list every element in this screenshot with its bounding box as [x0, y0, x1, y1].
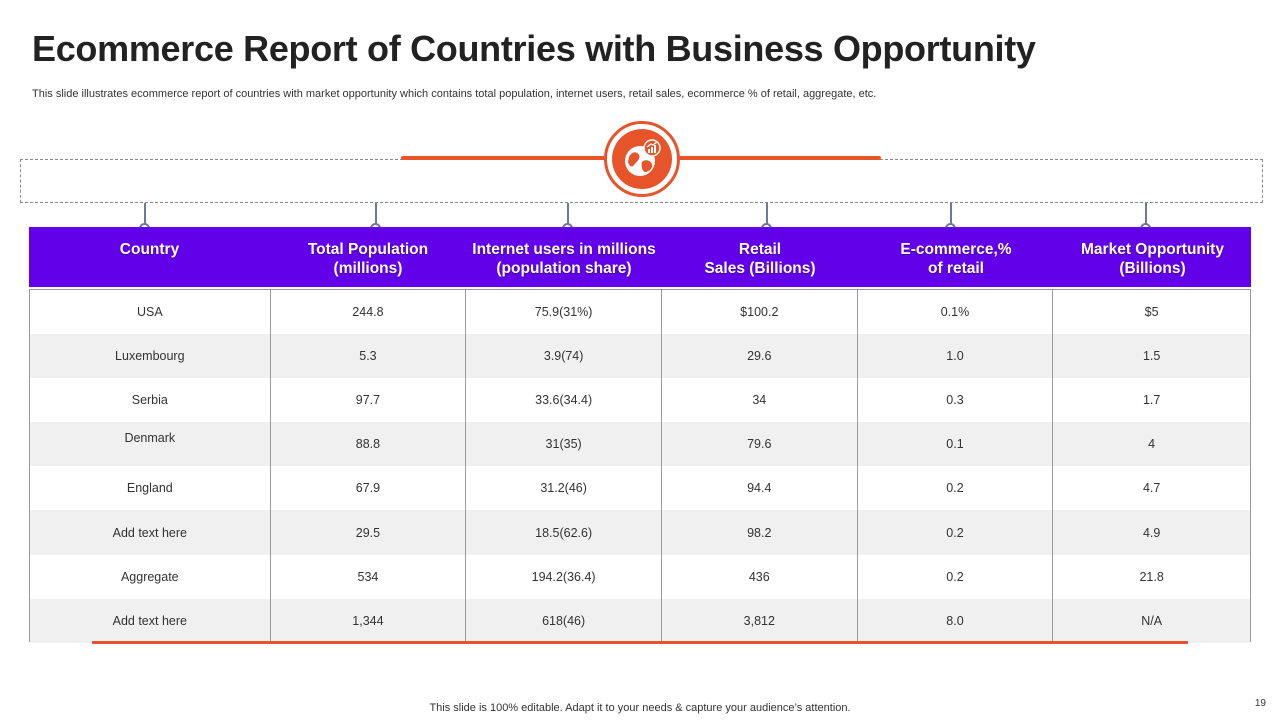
cell-internet-users: 18.5(62.6)	[466, 510, 662, 555]
cell-retail-sales: 3,812	[662, 598, 858, 643]
header-ecommerce-percent: E-commerce,% of retail	[900, 241, 1012, 277]
cell-retail-sales: 34	[662, 378, 858, 423]
table-row: England 67.9 31.2(46) 94.4 0.2 4.7	[30, 466, 1250, 511]
connector-retail	[766, 203, 768, 225]
cell-retail-sales: 94.4	[662, 466, 858, 511]
cell-market-opportunity: 21.8	[1139, 569, 1164, 584]
cell-population: 1,344	[271, 598, 467, 643]
cell-country: Denmark	[30, 422, 271, 467]
table-row: Denmark 88.8 31(35) 79.6 0.1 4	[30, 422, 1250, 467]
cell-ecommerce-percent: 0.3	[858, 378, 1054, 423]
page-number: 19	[1254, 698, 1266, 709]
cell-internet-users: 31(35)	[466, 422, 662, 467]
cell-internet-users: 75.9(31%)	[466, 290, 662, 335]
cell-retail-sales: $100.2	[662, 290, 858, 335]
table-row: Add text here 1,344 618(46) 3,812 8.0 N/…	[30, 598, 1250, 643]
cell-ecommerce-percent: 0.2	[858, 554, 1054, 599]
cell-market-opportunity: 1.5	[1142, 349, 1161, 364]
data-table: USA 244.8 75.9(31%) $100.2 0.1% $5 Luxem…	[29, 289, 1251, 643]
connector-ecommerce	[950, 203, 952, 225]
globe-growth-emblem	[604, 121, 680, 197]
cell-retail-sales: 79.6	[662, 422, 858, 467]
cell-internet-users: 3.9(74)	[466, 334, 662, 379]
slide-title: Ecommerce Report of Countries with Busin…	[32, 28, 1036, 69]
header-retail-sales: Retail Sales (Billions)	[704, 241, 816, 277]
cell-population: 97.7	[271, 378, 467, 423]
cell-retail-sales: 436	[662, 554, 858, 599]
cell-retail-sales: 29.6	[662, 334, 858, 379]
table-row: Aggregate 534 194.2(36.4) 436 0.2 21.8	[30, 554, 1250, 599]
cell-country: Add text here	[30, 598, 271, 643]
cell-market-opportunity: 1.7	[1142, 393, 1161, 408]
cell-population: 29.5	[271, 510, 467, 555]
cell-internet-users: 31.2(46)	[466, 466, 662, 511]
cell-ecommerce-percent: 1.0	[858, 334, 1054, 379]
cell-population: 5.3	[271, 334, 467, 379]
cell-country: Add text here	[30, 510, 271, 555]
connector-country	[144, 203, 146, 225]
cell-market-opportunity: N/A	[1141, 613, 1163, 628]
cell-country: England	[30, 466, 271, 511]
cell-country: Aggregate	[30, 554, 271, 599]
cell-market-opportunity: $5	[1144, 305, 1159, 320]
connector-population	[375, 203, 377, 225]
cell-population: 67.9	[271, 466, 467, 511]
cell-ecommerce-percent: 0.2	[858, 466, 1054, 511]
cell-market-opportunity: 4	[1148, 437, 1156, 452]
cell-internet-users: 194.2(36.4)	[466, 554, 662, 599]
cell-country: Luxembourg	[30, 334, 271, 379]
accent-line-bottom	[92, 641, 1188, 644]
cell-ecommerce-percent: 0.1	[858, 422, 1054, 467]
header-country: Country	[119, 241, 180, 258]
cell-market-opportunity: 4.9	[1142, 525, 1161, 540]
header-total-population: Total Population (millions)	[307, 241, 429, 277]
cell-population: 88.8	[271, 422, 467, 467]
table-row: USA 244.8 75.9(31%) $100.2 0.1% $5	[30, 290, 1250, 335]
slide-subtitle: This slide illustrates ecommerce report …	[32, 88, 877, 100]
connector-internet	[567, 203, 569, 225]
cell-ecommerce-percent: 0.1%	[858, 290, 1054, 335]
table-row: Add text here 29.5 18.5(62.6) 98.2 0.2 4…	[30, 510, 1250, 555]
cell-internet-users: 33.6(34.4)	[466, 378, 662, 423]
table-header: Country Total Population (millions) Inte…	[29, 227, 1251, 287]
connector-market	[1145, 203, 1147, 225]
header-internet-users: Internet users in millions (population s…	[472, 241, 656, 277]
cell-country: USA	[30, 290, 271, 335]
cell-country: Serbia	[30, 378, 271, 423]
slide-footer: This slide is 100% editable. Adapt it to…	[429, 702, 851, 714]
header-market-opportunity: Market Opportunity (Billions)	[1081, 241, 1224, 277]
cell-market-opportunity: 4.7	[1142, 481, 1161, 496]
cell-population: 534	[271, 554, 467, 599]
globe-growth-chart-icon	[612, 129, 672, 189]
cell-internet-users: 618(46)	[466, 598, 662, 643]
cell-retail-sales: 98.2	[662, 510, 858, 555]
table-row: Luxembourg 5.3 3.9(74) 29.6 1.0 1.5	[30, 334, 1250, 379]
cell-ecommerce-percent: 0.2	[858, 510, 1054, 555]
table-row: Serbia 97.7 33.6(34.4) 34 0.3 1.7	[30, 378, 1250, 423]
cell-population: 244.8	[271, 290, 467, 335]
cell-ecommerce-percent: 8.0	[858, 598, 1054, 643]
